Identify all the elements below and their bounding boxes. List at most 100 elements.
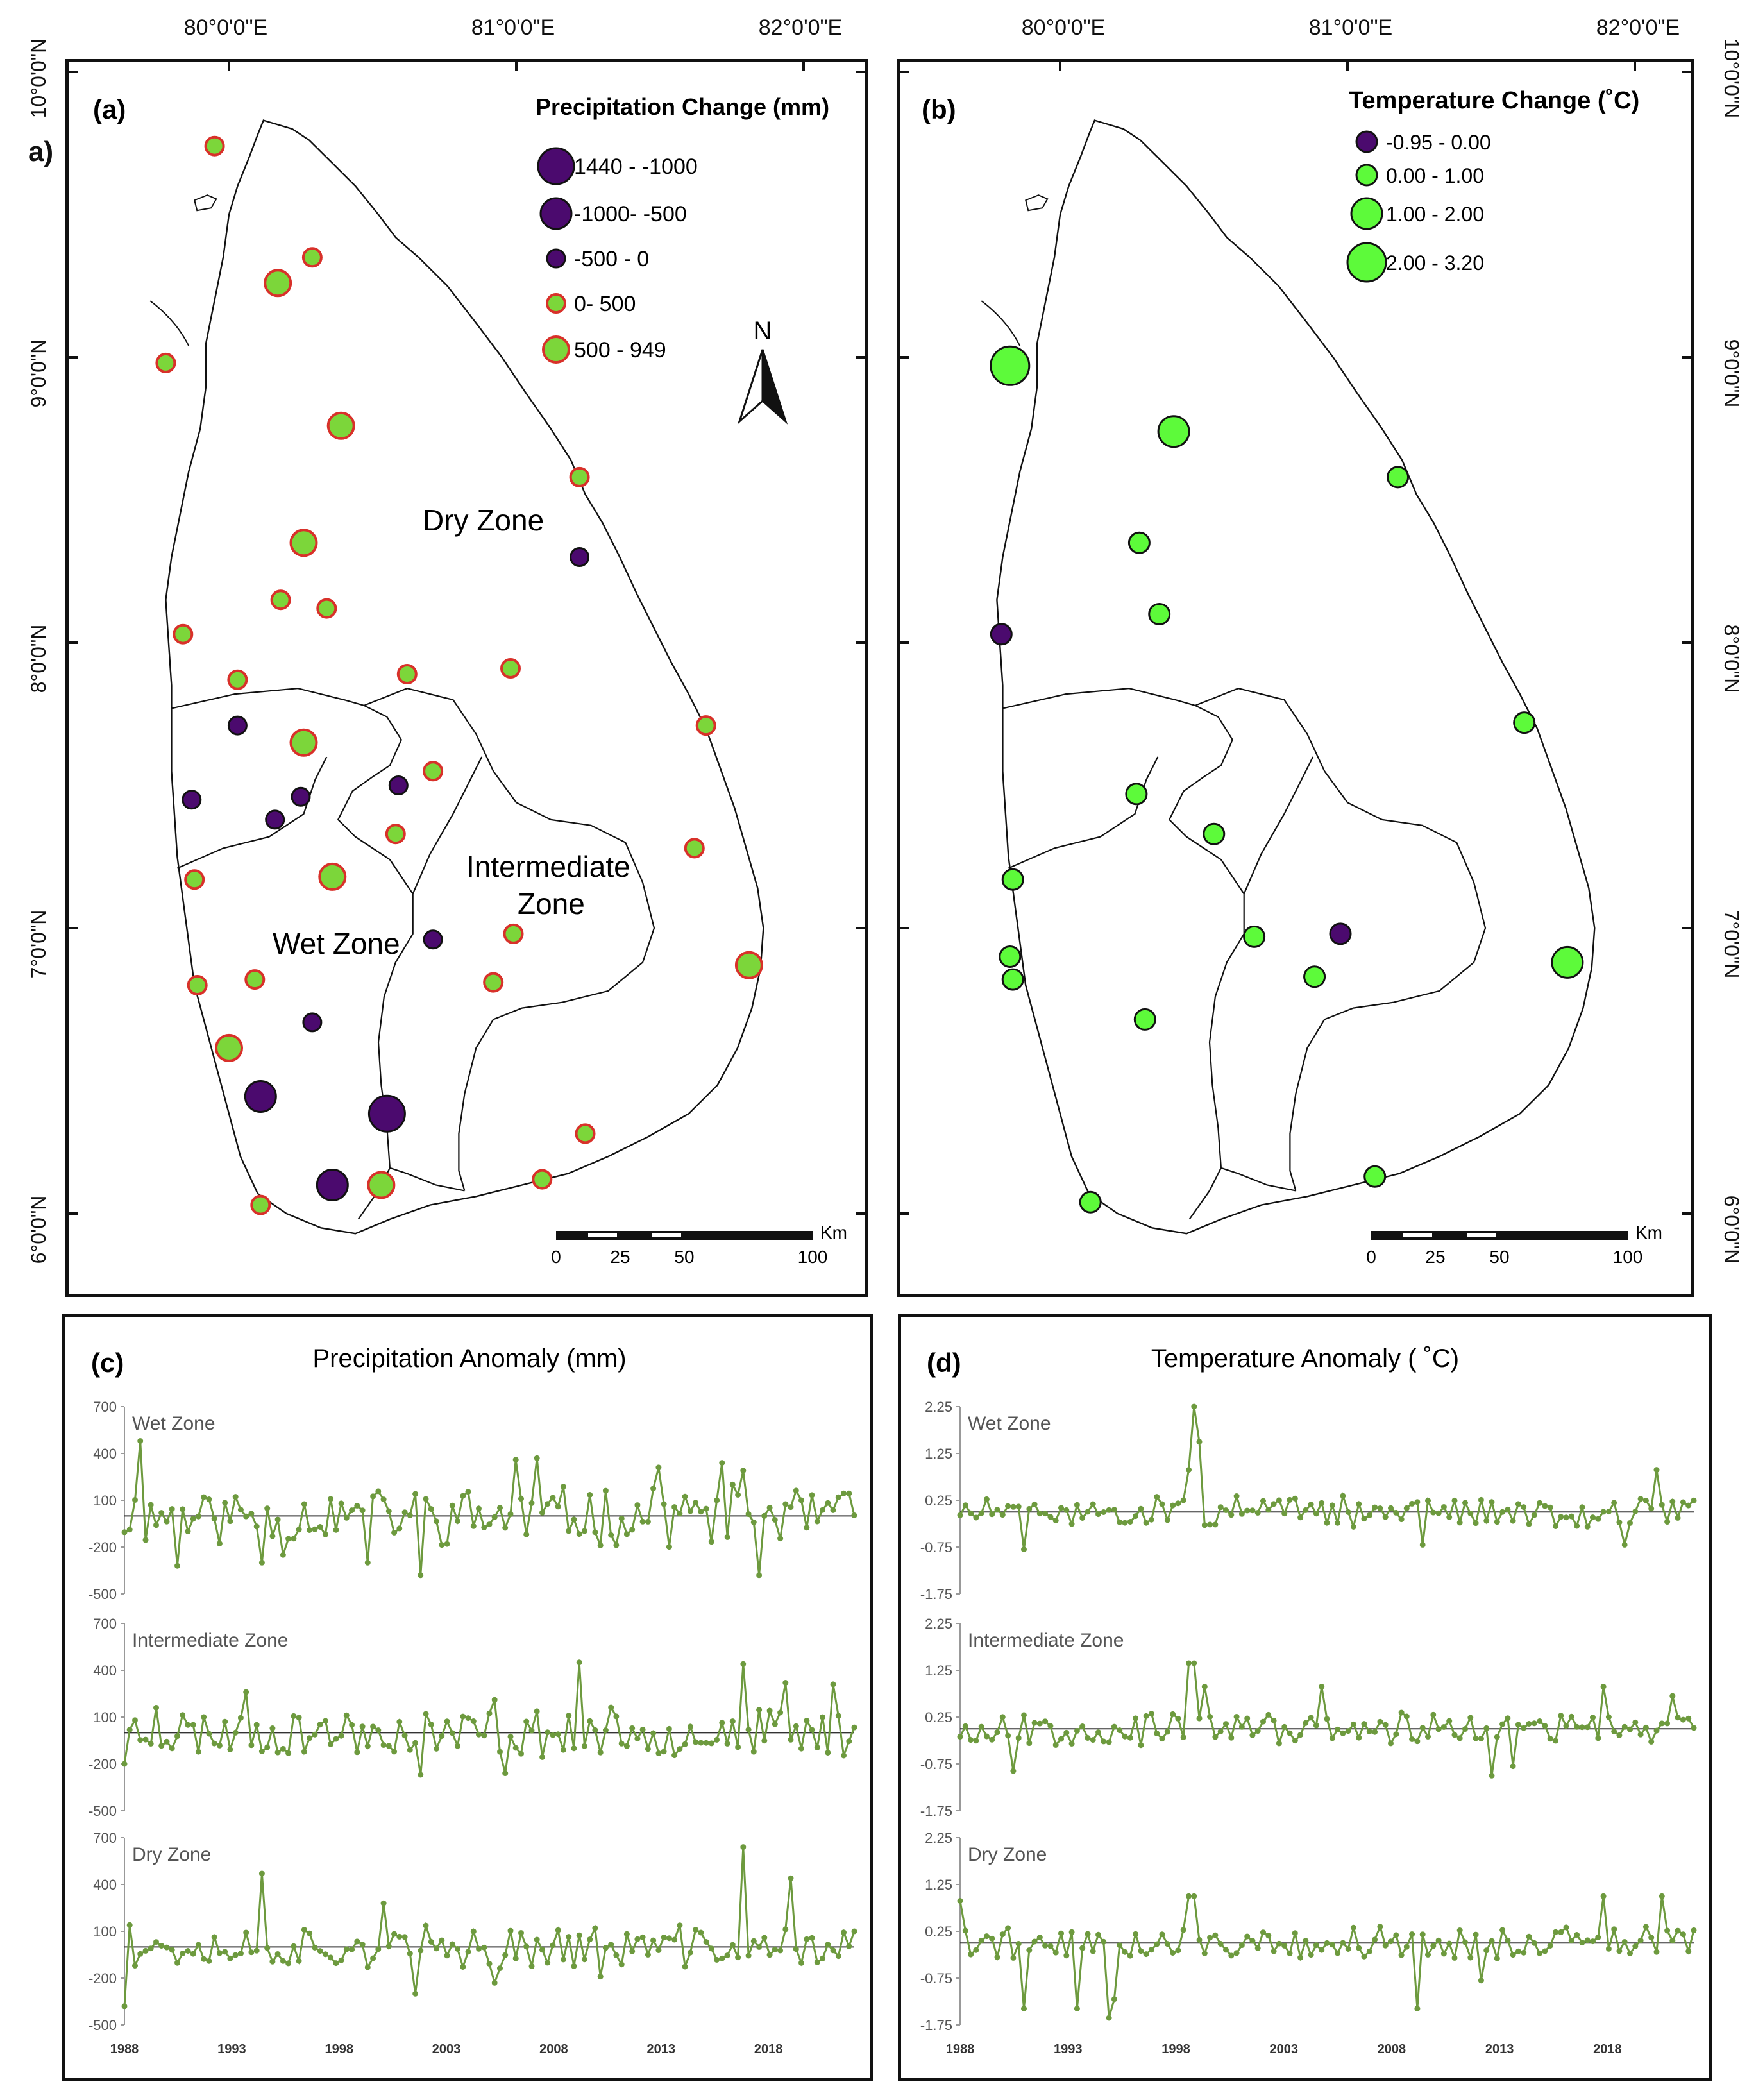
data-point — [1010, 1954, 1017, 1961]
panel-temperature-map: 0 25 50 100 Km (b) Temperature Change (˚C) -0.9… — [897, 59, 1694, 1297]
data-point — [158, 1743, 165, 1749]
data-point — [777, 1709, 784, 1716]
data-point — [1313, 1942, 1319, 1949]
data-point — [1467, 1511, 1474, 1516]
data-point — [597, 1542, 604, 1548]
data-point — [798, 1745, 804, 1752]
data-point — [1148, 1516, 1154, 1523]
data-point — [364, 1559, 371, 1566]
data-point — [280, 1552, 286, 1558]
data-point — [1494, 1955, 1500, 1961]
data-point — [264, 1744, 271, 1750]
data-point — [1122, 1949, 1128, 1955]
x-tick-label: 1993 — [217, 2042, 246, 2056]
data-point — [804, 1525, 810, 1531]
data-point — [714, 1497, 720, 1503]
station-marker — [570, 547, 590, 567]
data-point — [523, 1531, 530, 1537]
data-point — [1186, 1467, 1192, 1473]
data-point — [1276, 1497, 1282, 1503]
data-point — [1600, 1509, 1607, 1515]
x-tick-label: 2013 — [647, 2042, 675, 2056]
data-point — [232, 1952, 239, 1958]
data-point — [1143, 1713, 1149, 1719]
data-point — [708, 1539, 714, 1545]
data-point — [983, 1733, 990, 1740]
data-point — [1015, 1941, 1022, 1947]
data-point — [1133, 1715, 1139, 1722]
data-point — [851, 1724, 857, 1731]
y-tick-label: 700 — [93, 1830, 117, 1846]
data-point — [470, 1523, 477, 1529]
data-point — [994, 1954, 1000, 1960]
data-point — [1611, 1926, 1617, 1933]
data-point — [793, 1946, 799, 1952]
data-point — [1419, 1931, 1426, 1938]
latitude-label: 6°0'0"N — [27, 1195, 50, 1264]
y-tick-label: 400 — [93, 1446, 117, 1462]
data-point — [243, 1689, 249, 1695]
data-point — [1106, 1739, 1112, 1745]
data-point — [518, 1750, 524, 1757]
data-point — [978, 1723, 984, 1730]
data-point — [333, 1736, 339, 1742]
data-point — [1228, 1512, 1235, 1518]
data-point — [1553, 1929, 1558, 1935]
data-point — [729, 1718, 736, 1725]
data-point — [375, 1727, 382, 1733]
data-point — [650, 1730, 657, 1736]
data-point — [1451, 1954, 1458, 1961]
data-point — [639, 1518, 646, 1525]
legend-symbol — [1346, 242, 1387, 283]
data-point — [560, 1747, 566, 1753]
data-point — [1669, 1693, 1676, 1699]
data-point — [1058, 1736, 1064, 1742]
data-point — [1058, 1930, 1064, 1936]
data-point — [1138, 1742, 1144, 1749]
station-marker — [155, 352, 176, 373]
x-tick-label: 2018 — [1593, 2042, 1622, 2056]
data-point — [486, 1521, 493, 1528]
station-marker — [1125, 783, 1148, 806]
data-point — [698, 1509, 704, 1515]
data-point — [301, 1927, 307, 1933]
data-point — [1361, 1953, 1367, 1960]
scale-bar-gap — [588, 1233, 617, 1237]
series-line — [959, 1895, 1695, 2019]
data-point — [761, 1935, 768, 1941]
chart-title: Precipitation Anomaly (mm) — [312, 1344, 626, 1373]
y-tick-label: 0.25 — [925, 1924, 952, 1940]
data-point — [274, 1749, 281, 1756]
data-point — [396, 1719, 403, 1725]
data-point — [1345, 1509, 1351, 1515]
data-point — [1233, 1714, 1240, 1720]
data-point — [645, 1952, 651, 1958]
data-point — [428, 1506, 434, 1512]
data-point — [1201, 1951, 1208, 1956]
data-point — [1095, 1931, 1101, 1938]
data-point — [1356, 1501, 1362, 1507]
data-point — [333, 1527, 339, 1533]
latitude-label: 9°0'0"N — [27, 339, 50, 408]
station-marker — [483, 972, 504, 993]
data-point — [1435, 1726, 1442, 1732]
data-point — [359, 1942, 366, 1948]
scale-bar-gap — [652, 1233, 681, 1237]
data-point — [1180, 1927, 1186, 1933]
data-point — [1292, 1738, 1298, 1744]
data-point — [1664, 1519, 1671, 1525]
data-point — [1653, 1727, 1660, 1734]
data-point — [1648, 1935, 1655, 1941]
data-point — [1510, 1518, 1516, 1524]
data-point — [592, 1925, 598, 1931]
data-point — [1015, 1503, 1022, 1510]
data-point — [1499, 1721, 1506, 1727]
data-point — [724, 1534, 730, 1540]
data-point — [460, 1964, 466, 1970]
data-point — [1212, 1521, 1219, 1528]
data-point — [1319, 1500, 1325, 1506]
data-point — [418, 1947, 424, 1954]
data-point — [153, 1522, 159, 1528]
data-point — [550, 1732, 556, 1738]
data-point — [338, 1957, 344, 1963]
